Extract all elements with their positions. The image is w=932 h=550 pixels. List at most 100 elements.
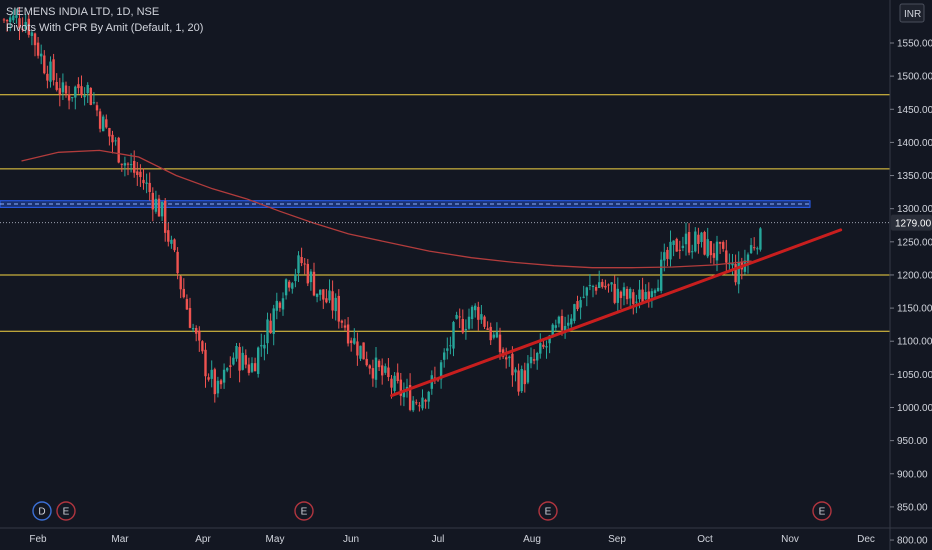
- candle-body: [511, 353, 514, 376]
- candle-body: [399, 379, 402, 396]
- candle-body: [21, 28, 24, 30]
- candle-body: [557, 316, 561, 324]
- candle-body: [182, 288, 185, 298]
- candle-body: [415, 402, 418, 404]
- price-tick-label: 1300.00: [897, 204, 932, 215]
- candle-body: [594, 286, 598, 291]
- candle-body: [129, 164, 133, 166]
- currency-button[interactable]: [899, 3, 925, 23]
- candle-body: [204, 349, 207, 377]
- candle-body: [687, 232, 691, 253]
- price-axis: [890, 0, 932, 550]
- earnings-event-icon[interactable]: [538, 501, 558, 521]
- candle-body: [58, 88, 61, 95]
- candle-body: [52, 59, 55, 81]
- candle-body: [653, 290, 657, 294]
- price-tick-label: 800.00: [897, 536, 928, 547]
- event-marker-label: E: [301, 507, 308, 518]
- candle-body: [312, 271, 316, 296]
- candle-body: [591, 285, 595, 287]
- candle-body: [244, 355, 247, 365]
- candle-body: [641, 289, 644, 303]
- candle-body: [746, 254, 750, 264]
- time-tick-label: Feb: [29, 534, 47, 545]
- candle-body: [30, 32, 34, 36]
- candle-body: [105, 119, 108, 128]
- candle-body: [142, 179, 145, 184]
- dividend-event-icon[interactable]: [32, 501, 52, 521]
- earnings-event-icon[interactable]: [56, 501, 76, 521]
- candle-body: [759, 228, 762, 250]
- candle-body: [229, 365, 232, 367]
- indicator-legend[interactable]: Pivots With CPR By Amit (Default, 1, 20): [6, 22, 204, 34]
- candle-body: [625, 289, 629, 300]
- candle-body: [210, 369, 213, 379]
- candle-body: [418, 405, 421, 407]
- candle-body: [86, 84, 89, 94]
- candle-body: [390, 378, 393, 388]
- currency-label[interactable]: INR: [904, 9, 921, 20]
- candle-body: [691, 251, 694, 253]
- price-tick-label: 900.00: [897, 469, 928, 480]
- candle-body: [176, 251, 179, 274]
- candle-body: [337, 295, 340, 322]
- candle-body: [139, 171, 142, 178]
- candle-body: [393, 375, 396, 391]
- candle-body: [715, 241, 719, 261]
- candle-body: [148, 182, 151, 193]
- candle-body: [718, 241, 722, 244]
- earnings-event-icon[interactable]: [812, 501, 832, 521]
- candle-body: [610, 282, 613, 285]
- candle-body: [319, 289, 322, 295]
- candle-body: [9, 17, 12, 22]
- candle-body: [71, 97, 74, 99]
- candle-body: [238, 346, 241, 371]
- candle-body: [15, 15, 18, 18]
- candle-body: [185, 299, 189, 310]
- candle-body: [384, 366, 387, 373]
- candle-body: [191, 327, 195, 330]
- time-tick-label: Nov: [781, 534, 799, 545]
- candle-body: [368, 365, 371, 369]
- time-tick-label: May: [266, 534, 285, 545]
- candle-body: [340, 320, 344, 323]
- candle-body: [455, 314, 458, 319]
- price-tick-label: 1150.00: [897, 304, 932, 315]
- candle-body: [697, 234, 700, 244]
- candle-body: [36, 42, 40, 56]
- candle-body: [226, 368, 229, 371]
- candle-body: [83, 95, 86, 98]
- candle-body: [365, 358, 368, 366]
- candle-body: [151, 192, 154, 210]
- candle-body: [346, 324, 350, 344]
- candle-body: [396, 372, 399, 381]
- candle-body: [114, 140, 117, 142]
- candle-body: [427, 391, 430, 402]
- candle-body: [712, 253, 716, 258]
- candle-body: [167, 230, 170, 242]
- price-tick-label: 1500.00: [897, 72, 932, 83]
- time-tick-label: Dec: [857, 534, 875, 545]
- time-tick-label: Apr: [195, 534, 211, 545]
- candle-body: [201, 341, 204, 352]
- earnings-event-icon[interactable]: [294, 501, 314, 521]
- candle-body: [281, 298, 285, 310]
- candle-body: [421, 397, 424, 409]
- candle-body: [24, 21, 27, 30]
- candle-body: [464, 328, 468, 331]
- candle-body: [216, 380, 220, 394]
- candle-body: [539, 343, 542, 354]
- candle-body: [560, 315, 564, 330]
- candle-body: [278, 302, 282, 308]
- candle-body: [92, 102, 96, 104]
- candle-body: [703, 231, 706, 255]
- price-label-box: [891, 214, 932, 231]
- price-tick-label: 1550.00: [897, 39, 932, 50]
- candle-body: [749, 245, 753, 254]
- candle-body: [170, 239, 173, 244]
- candle-body: [303, 263, 306, 265]
- candle-body: [322, 289, 325, 300]
- candle-body: [356, 341, 359, 356]
- candle-body: [412, 400, 415, 411]
